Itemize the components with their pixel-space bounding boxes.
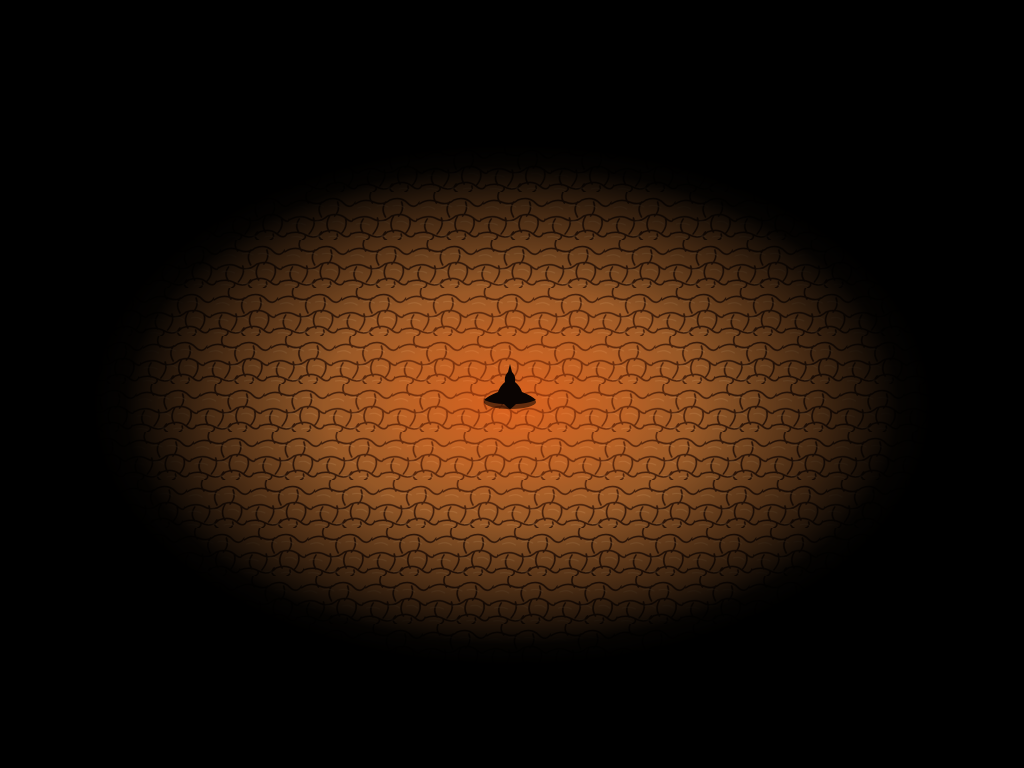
hooded-hero-silhouette-icon[interactable] bbox=[482, 362, 538, 414]
